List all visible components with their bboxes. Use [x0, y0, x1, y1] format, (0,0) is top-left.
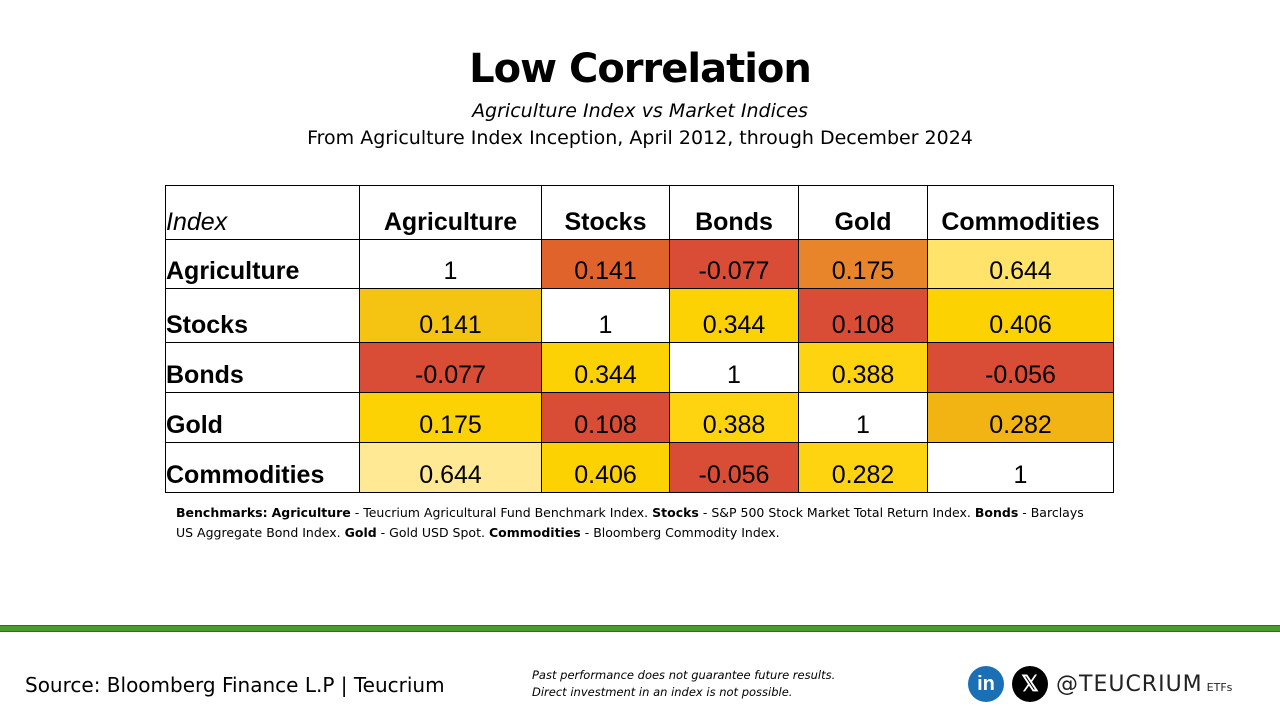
benchmark-desc: - Bloomberg Commodity Index. — [580, 525, 780, 540]
linkedin-icon[interactable]: in — [968, 666, 1004, 702]
benchmarks-note: Benchmarks: Agriculture - Teucrium Agric… — [176, 503, 1096, 543]
benchmark-desc: - Teucrium Agricultural Fund Benchmark I… — [350, 505, 653, 520]
table-header-row: Index Agriculture Stocks Bonds Gold Commodit… — [165, 185, 1114, 240]
cell-agriculture-bonds: -0.077 — [669, 239, 799, 289]
benchmarks-lead: Benchmarks: — [176, 505, 268, 520]
column-header-gold: Gold — [798, 185, 928, 240]
table-row: Commodities 0.644 0.406 -0.056 0.282 1 — [165, 442, 1114, 493]
column-header-bonds: Bonds — [669, 185, 799, 240]
cell-stocks-stocks: 1 — [541, 288, 670, 343]
column-header-commodities: Commodities — [927, 185, 1114, 240]
page-subtitle: Agriculture Index vs Market Indices — [472, 100, 808, 122]
disclaimer: Past performance does not guarantee futu… — [532, 667, 835, 701]
brand-handle[interactable]: @TEUCRIUM ETFs — [1056, 672, 1232, 697]
cell-agriculture-commodities: 0.644 — [927, 239, 1114, 289]
cell-commodities-bonds: -0.056 — [669, 442, 799, 493]
x-icon[interactable]: 𝕏 — [1012, 666, 1048, 702]
table-row: Agriculture 1 0.141 -0.077 0.175 0.644 — [165, 239, 1114, 289]
benchmark-desc: - Barclays US Aggregate Bond Index. — [176, 505, 1084, 540]
benchmark-name: Commodities — [488, 525, 581, 540]
cell-commodities-agriculture: 0.644 — [359, 442, 542, 493]
cell-stocks-commodities: 0.406 — [927, 288, 1114, 343]
handle-suffix: ETFs — [1206, 680, 1233, 694]
corner-label: Index — [165, 185, 360, 240]
cell-gold-gold: 1 — [798, 392, 928, 443]
row-header-bonds: Bonds — [165, 342, 360, 393]
cell-gold-stocks: 0.108 — [541, 392, 670, 443]
page-title: Low Correlation — [469, 46, 812, 92]
disclaimer-line-2: Direct investment in an index is not pos… — [532, 685, 793, 699]
benchmark-name: Gold — [344, 525, 377, 540]
column-header-agriculture: Agriculture — [359, 185, 542, 240]
benchmark-desc: - Gold USD Spot. — [376, 525, 489, 540]
cell-stocks-gold: 0.108 — [798, 288, 928, 343]
cell-gold-bonds: 0.388 — [669, 392, 799, 443]
column-header-stocks: Stocks — [541, 185, 670, 240]
disclaimer-line-1: Past performance does not guarantee futu… — [532, 668, 836, 682]
cell-bonds-agriculture: -0.077 — [359, 342, 542, 393]
table-row: Stocks 0.141 1 0.344 0.108 0.406 — [165, 288, 1114, 343]
row-header-stocks: Stocks — [165, 288, 360, 343]
cell-agriculture-agriculture: 1 — [359, 239, 542, 289]
cell-agriculture-gold: 0.175 — [798, 239, 928, 289]
cell-bonds-commodities: -0.056 — [927, 342, 1114, 393]
date-range-subtitle: From Agriculture Index Inception, April … — [307, 127, 973, 149]
row-header-agriculture: Agriculture — [165, 239, 360, 289]
cell-commodities-stocks: 0.406 — [541, 442, 670, 493]
row-header-commodities: Commodities — [165, 442, 360, 493]
cell-gold-commodities: 0.282 — [927, 392, 1114, 443]
cell-commodities-commodities: 1 — [927, 442, 1114, 493]
cell-bonds-stocks: 0.344 — [541, 342, 670, 393]
handle-text: @TEUCRIUM — [1056, 671, 1203, 697]
cell-bonds-bonds: 1 — [669, 342, 799, 393]
benchmark-name: Stocks — [652, 505, 699, 520]
source-text: Source: Bloomberg Finance L.P | Teucrium — [25, 673, 445, 697]
table-row: Bonds -0.077 0.344 1 0.388 -0.056 — [165, 342, 1114, 393]
cell-stocks-agriculture: 0.141 — [359, 288, 542, 343]
cell-gold-agriculture: 0.175 — [359, 392, 542, 443]
row-header-gold: Gold — [165, 392, 360, 443]
table-row: Gold 0.175 0.108 0.388 1 0.282 — [165, 392, 1114, 443]
divider-bar — [0, 625, 1280, 632]
cell-commodities-gold: 0.282 — [798, 442, 928, 493]
cell-agriculture-stocks: 0.141 — [541, 239, 670, 289]
cell-bonds-gold: 0.388 — [798, 342, 928, 393]
benchmark-name: Bonds — [974, 505, 1019, 520]
benchmark-name: Agriculture — [271, 505, 351, 520]
benchmark-desc: - S&P 500 Stock Market Total Return Inde… — [698, 505, 975, 520]
correlation-table: Index Agriculture Stocks Bonds Gold Commodit… — [165, 185, 1114, 493]
social-links: in 𝕏 @TEUCRIUM ETFs — [968, 664, 1232, 704]
cell-stocks-bonds: 0.344 — [669, 288, 799, 343]
